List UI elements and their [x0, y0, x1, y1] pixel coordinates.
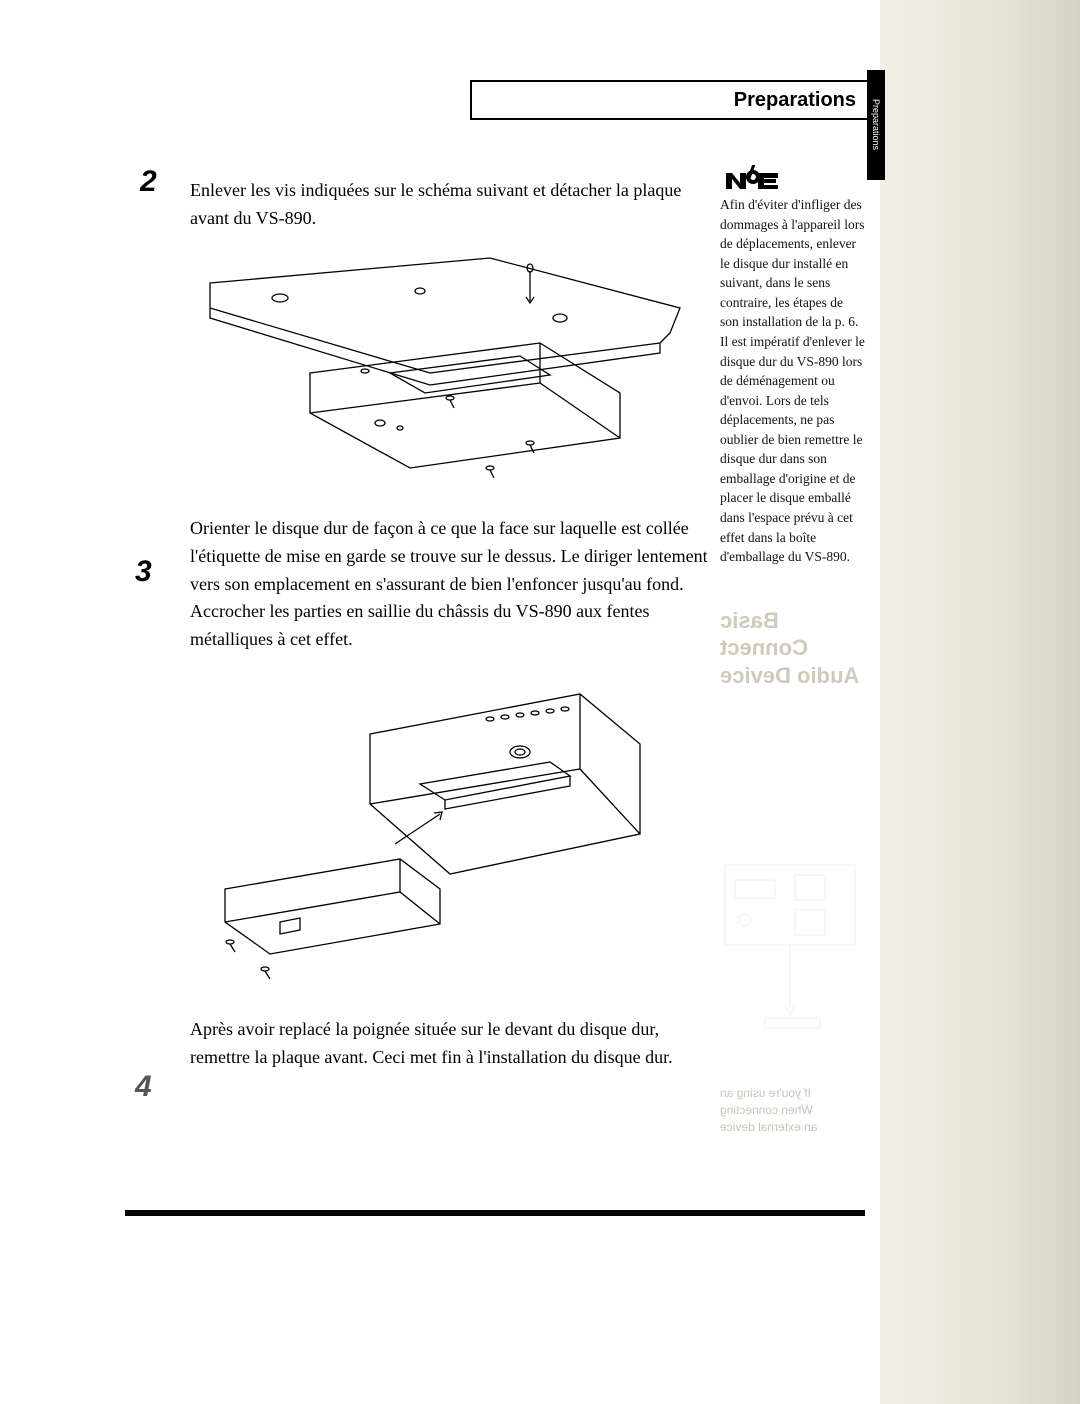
header-box: Preparations: [470, 80, 870, 120]
step-4: Après avoir replacé la poignée située su…: [135, 1004, 715, 1072]
note-icon: [720, 165, 865, 191]
step-3-number: 3: [135, 555, 152, 589]
sidebar-note: Afin d'éviter d'infliger des dommages à …: [720, 165, 865, 689]
header-title: Preparations: [734, 89, 856, 112]
step-2-text: Enlever les vis indiquées sur le schéma …: [190, 165, 715, 233]
step-4-text: Après avoir replacé la poignée située su…: [190, 1004, 715, 1072]
ghost2-c: an external device: [720, 1119, 865, 1136]
figure-drive-insert: [190, 674, 715, 984]
ghost2-a: If you're using an: [720, 1085, 865, 1102]
page: Preparations Preparations 2 Enlever les …: [0, 0, 1080, 1404]
ghost-line-2: Audio Device: [720, 662, 865, 690]
note-text: Afin d'éviter d'infliger des dommages à …: [720, 195, 865, 567]
bleed-through-text: If you're using an When connecting an ex…: [720, 1085, 865, 1135]
ghost2-b: When connecting: [720, 1102, 865, 1119]
bottom-rule: [125, 1210, 865, 1216]
step-3-text: Orienter le disque dur de façon à ce que…: [190, 503, 715, 654]
main-content: Enlever les vis indiquées sur le schéma …: [135, 165, 715, 1072]
figure-front-plate: [190, 253, 715, 483]
bleed-through-diagram: [715, 860, 865, 1050]
step-3: Orienter le disque dur de façon à ce que…: [135, 503, 715, 984]
ghost-line-1: Basic Connect: [720, 607, 865, 662]
step-4-number: 4: [135, 1070, 152, 1104]
scan-gutter: [880, 0, 1080, 1404]
bleed-through-heading: Basic Connect Audio Device: [720, 607, 865, 690]
side-tab: Preparations: [867, 70, 885, 180]
step-2: Enlever les vis indiquées sur le schéma …: [135, 165, 715, 483]
